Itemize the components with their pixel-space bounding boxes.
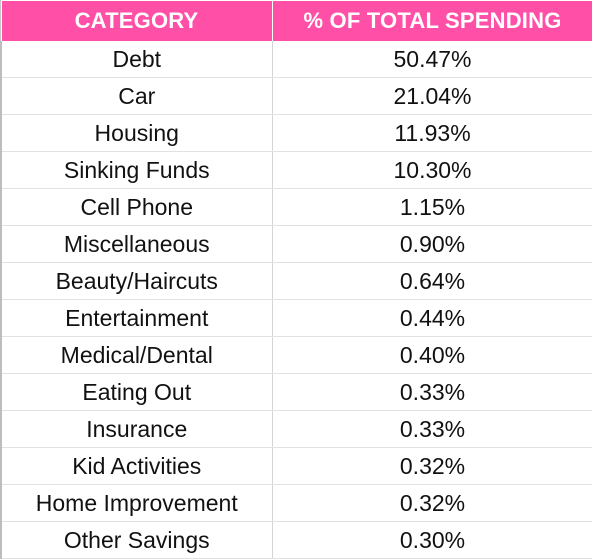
table-row: Beauty/Haircuts 0.64% [0,262,592,300]
table-row: Sinking Funds 10.30% [0,151,592,189]
category-cell[interactable]: Miscellaneous [0,225,273,263]
percent-cell[interactable]: 50.47% [271,41,592,78]
category-cell[interactable]: Beauty/Haircuts [0,262,273,300]
percent-cell[interactable]: 0.32% [271,484,592,522]
table-row: Eating Out 0.33% [0,373,592,411]
percent-cell[interactable]: 0.33% [271,373,592,411]
category-cell[interactable]: Cell Phone [0,188,273,226]
table-row: Entertainment 0.44% [0,299,592,337]
category-cell[interactable]: Housing [0,114,273,152]
percent-cell[interactable]: 11.93% [271,114,592,152]
percent-cell[interactable]: 0.90% [271,225,592,263]
table-row: Housing 11.93% [0,114,592,152]
table-row: Home Improvement 0.32% [0,484,592,522]
percent-cell[interactable]: 0.64% [271,262,592,300]
header-cell-category[interactable]: CATEGORY [0,0,273,41]
table-row: Car 21.04% [0,77,592,115]
percent-cell[interactable]: 1.15% [271,188,592,226]
category-cell[interactable]: Sinking Funds [0,151,273,189]
table-row: Debt 50.47% [0,41,592,78]
category-cell[interactable]: Car [0,77,273,115]
percent-cell[interactable]: 0.32% [271,447,592,485]
category-cell[interactable]: Home Improvement [0,484,273,522]
category-cell[interactable]: Medical/Dental [0,336,273,374]
category-cell[interactable]: Entertainment [0,299,273,337]
table-row: Kid Activities 0.32% [0,447,592,485]
table-row: Cell Phone 1.15% [0,188,592,226]
category-cell[interactable]: Insurance [0,410,273,448]
table-row: Other Savings 0.30% [0,521,592,559]
percent-cell[interactable]: 0.30% [271,521,592,559]
percent-cell[interactable]: 0.40% [271,336,592,374]
category-cell[interactable]: Other Savings [0,521,273,559]
percent-cell[interactable]: 21.04% [271,77,592,115]
category-cell[interactable]: Eating Out [0,373,273,411]
percent-cell[interactable]: 10.30% [271,151,592,189]
table-row: Miscellaneous 0.90% [0,225,592,263]
percent-cell[interactable]: 0.44% [271,299,592,337]
percent-cell[interactable]: 0.33% [271,410,592,448]
table-body: Debt 50.47% Car 21.04% Housing 11.93% Si… [0,41,592,559]
header-row: CATEGORY % OF TOTAL SPENDING [0,0,592,41]
table-row: Insurance 0.33% [0,410,592,448]
table-row: Medical/Dental 0.40% [0,336,592,374]
category-cell[interactable]: Debt [0,41,273,78]
header-cell-percent[interactable]: % OF TOTAL SPENDING [271,0,592,41]
category-cell[interactable]: Kid Activities [0,447,273,485]
